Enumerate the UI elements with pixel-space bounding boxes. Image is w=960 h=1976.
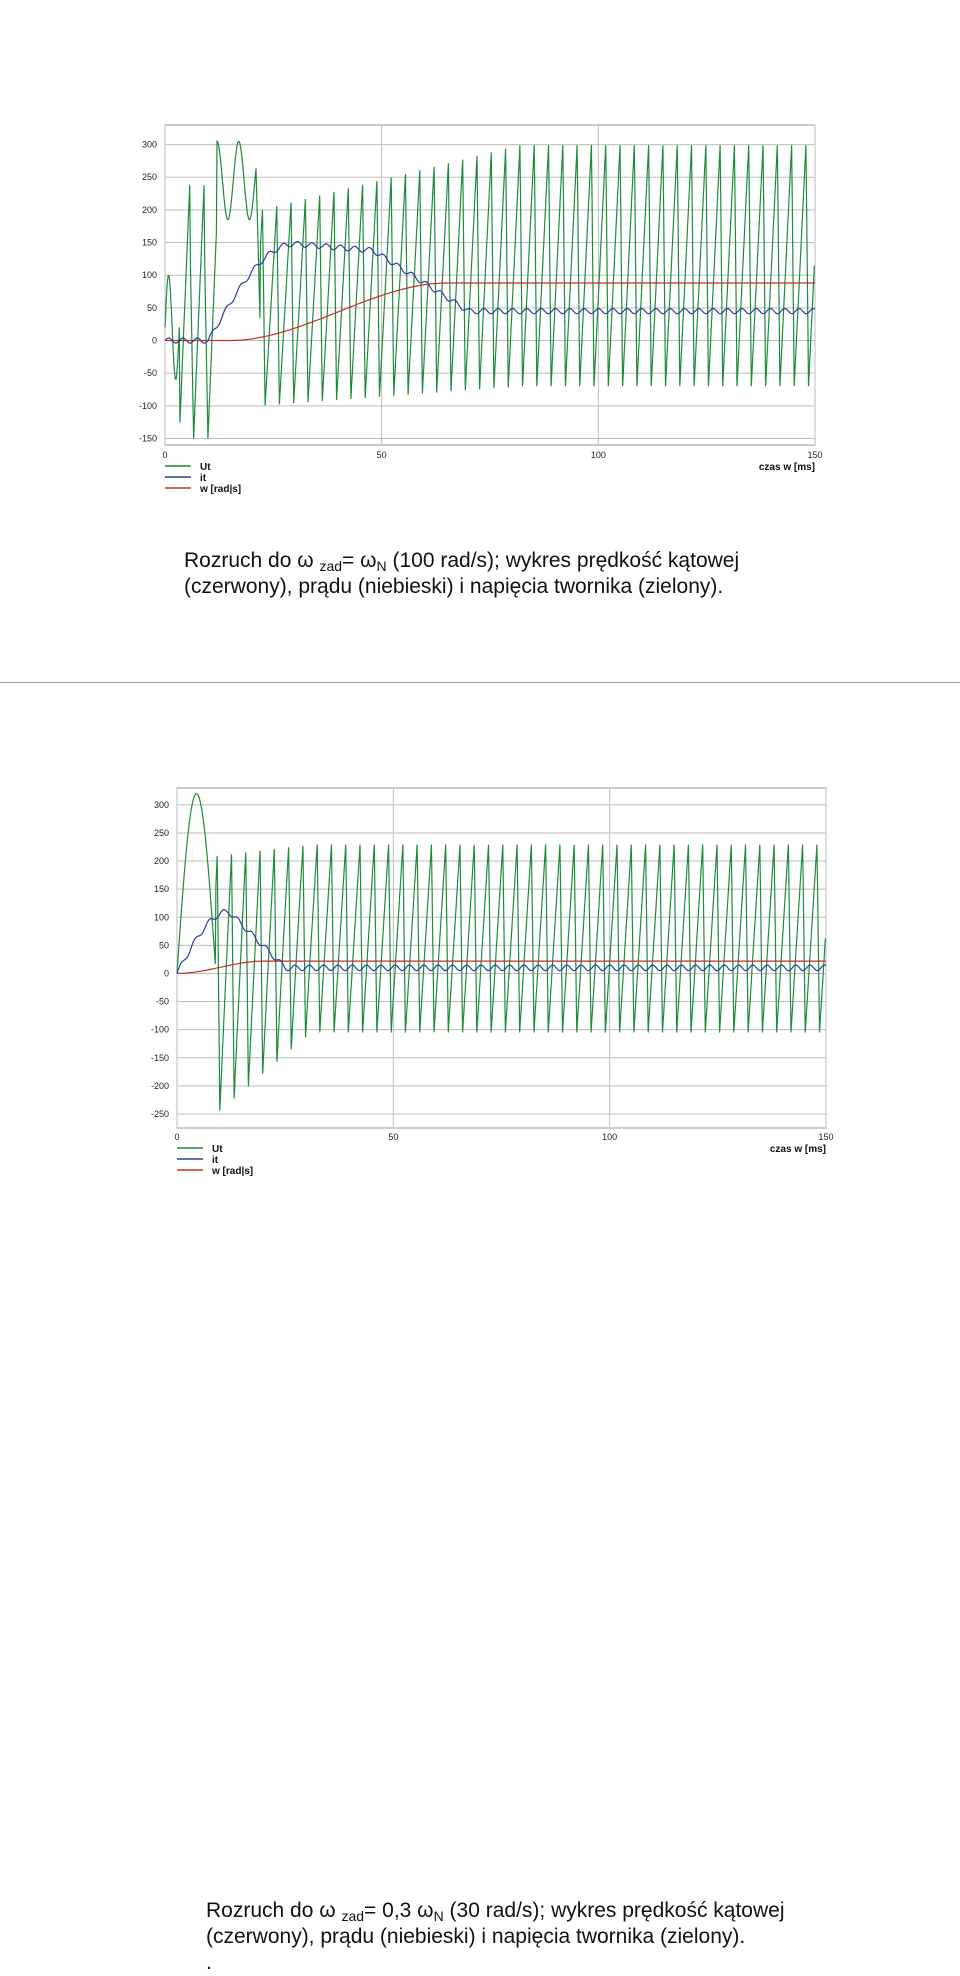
series-ut-line <box>176 792 826 1111</box>
y-tick-label: 250 <box>142 172 157 182</box>
legend-it-label: it <box>200 473 207 484</box>
series-it-line <box>164 240 816 344</box>
x-axis-label: czas w [ms] <box>770 1144 826 1155</box>
y-tick-label: 150 <box>154 884 169 894</box>
caption-2-line-1: Rozruch do ω zad= 0,3 ωN (30 rad/s); wyk… <box>206 1899 785 1924</box>
y-tick-label: -50 <box>144 368 157 378</box>
y-tick-label: 100 <box>142 270 157 280</box>
y-tick-label: -150 <box>139 433 157 443</box>
caption-1-line-1: Rozruch do ω zad= ωN (100 rad/s); wykres… <box>184 549 740 574</box>
x-tick-label: 150 <box>818 1132 833 1142</box>
x-tick-label: 50 <box>377 450 387 460</box>
chart-1: 300 250 200 150 100 50 0 -50 -100 -150 0 50 100 150 Ut… <box>139 124 823 495</box>
y-tick-label: 100 <box>154 912 169 922</box>
y-tick-label: 300 <box>142 140 157 150</box>
y-tick-label: 150 <box>142 238 157 248</box>
y-tick-label: -50 <box>156 997 169 1007</box>
chart-2: 300 250 200 150 100 50 0 -50 -100 -150 -200 -250 0 50… <box>151 787 834 1177</box>
y-tick-label: 200 <box>142 205 157 215</box>
x-tick-label: 0 <box>174 1132 179 1142</box>
x-tick-label: 100 <box>591 450 606 460</box>
x-tick-label: 150 <box>807 450 822 460</box>
y-tick-label: 0 <box>152 336 157 346</box>
series-w-line <box>176 960 826 975</box>
series-ut-line <box>164 139 815 439</box>
y-tick-label: 50 <box>147 303 157 313</box>
y-tick-label: -100 <box>151 1025 169 1035</box>
caption-2-line-3: . <box>206 1951 212 1974</box>
plot-frame <box>176 787 827 1129</box>
caption-1: Rozruch do ω zad= ωN (100 rad/s); wykres… <box>184 548 739 600</box>
legend-ut-label: Ut <box>200 462 211 473</box>
x-tick-label: 50 <box>388 1132 398 1142</box>
slide-bottom: 300 250 200 150 100 50 0 -50 -100 -150 -200 -250 0 50… <box>0 683 960 1974</box>
caption-2-line-2: (czerwony), prądu (niebieski) i napięcia… <box>206 1925 746 1948</box>
x-axis-label: czas w [ms] <box>759 462 815 473</box>
y-tick-label: 50 <box>159 940 169 950</box>
legend-ut-label: Ut <box>212 1144 223 1155</box>
x-tick-label: 0 <box>162 450 167 460</box>
y-tick-label: -100 <box>139 401 157 411</box>
series-it-line <box>176 909 827 974</box>
x-tick-label: 100 <box>602 1132 617 1142</box>
page-divider <box>0 682 960 683</box>
legend-w-label: w [rad|s] <box>199 484 241 495</box>
y-tick-label: -200 <box>151 1081 169 1091</box>
y-tick-label: 200 <box>154 856 169 866</box>
y-tick-label: 300 <box>154 800 169 810</box>
y-tick-label: -250 <box>151 1109 169 1119</box>
caption-1-line-2: (czerwony), prądu (niebieski) i napięcia… <box>184 575 724 598</box>
y-tick-label: 250 <box>154 828 169 838</box>
slide-top: 300 250 200 150 100 50 0 -50 -100 -150 0 50 100 150 Ut… <box>0 0 960 682</box>
y-tick-label: -150 <box>151 1053 169 1063</box>
legend-it-label: it <box>212 1155 219 1166</box>
legend-w-label: w [rad|s] <box>211 1166 253 1177</box>
series-w-line <box>165 282 815 342</box>
y-tick-label: 0 <box>164 968 169 978</box>
caption-2: Rozruch do ω zad= 0,3 ωN (30 rad/s); wyk… <box>206 1898 785 1976</box>
